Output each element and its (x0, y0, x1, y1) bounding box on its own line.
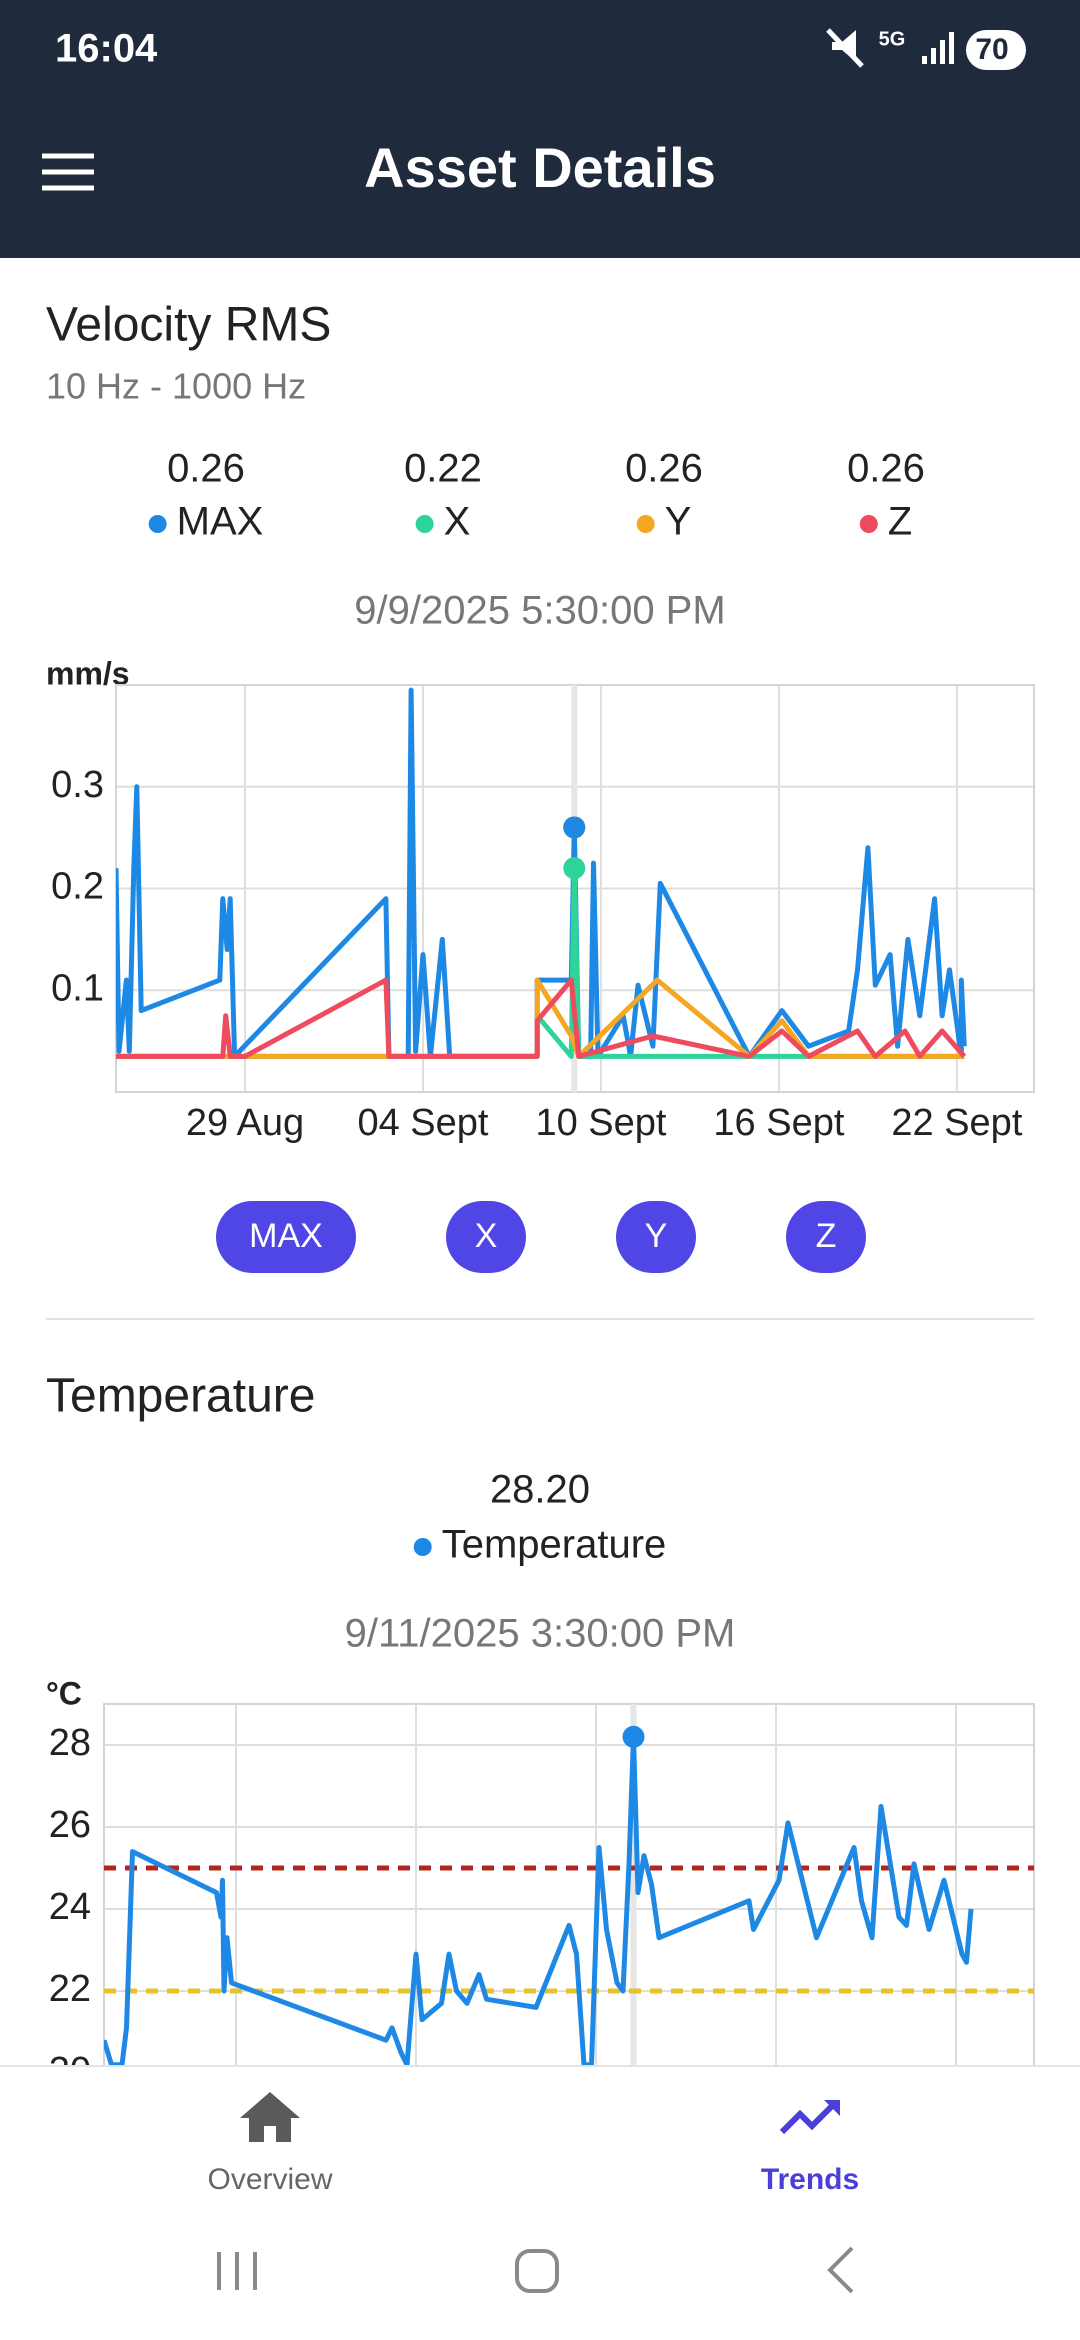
nav-label[interactable]: Trends (761, 2163, 859, 2196)
y-axis-unit: °C (46, 1675, 82, 1711)
y-tick-label: 28 (49, 1722, 91, 1764)
nav-label[interactable]: Overview (207, 2163, 332, 2196)
toggle-button[interactable] (616, 1201, 696, 1273)
toggle-label[interactable]: MAX (249, 1217, 323, 1255)
legend-name: MAX (177, 500, 264, 544)
trends-tab[interactable]: Trends (761, 2099, 859, 2196)
trends-icon-arrow (824, 2100, 840, 2116)
x-tick-label: 22 Sept (891, 1102, 1022, 1144)
legend-swatch (148, 515, 167, 533)
series-lines (116, 687, 967, 1059)
trends-icon (779, 2099, 839, 2135)
x-tick-label: 04 Sept (357, 1102, 488, 1144)
legend-value: 0.26 (625, 447, 703, 491)
series-line (116, 977, 967, 1059)
screen-title: Asset Details (364, 136, 716, 199)
y-tick-label: 0.3 (51, 764, 104, 806)
series-line (104, 1734, 974, 2068)
legend-name: X (444, 500, 471, 544)
cursor-point (563, 816, 586, 839)
legend-name: Y (665, 500, 692, 544)
series-toggles: MAX X Y Z (216, 1201, 866, 1273)
legend-name: Z (888, 500, 912, 544)
x-tick-label: 16 Sept (713, 1102, 844, 1144)
series-lines (104, 1734, 974, 2068)
cursor-label: 9/11/2025 3:30:00 PM (345, 1612, 736, 1656)
toggle-label[interactable]: Z (816, 1217, 837, 1255)
overview-tab[interactable]: Overview (207, 2092, 333, 2196)
section-title: Velocity RMS (46, 299, 331, 352)
app-bar (0, 0, 1080, 258)
y-axis-unit: mm/s (46, 655, 130, 691)
legend-value: 28.20 (490, 1468, 590, 1512)
legend-value: 0.26 (167, 447, 245, 491)
legend-swatch (859, 515, 878, 533)
menu-button[interactable] (42, 153, 94, 191)
status-time: 16:04 (55, 27, 158, 71)
x-tick-label: 10 Sept (535, 1102, 666, 1144)
mute-icon (826, 28, 864, 68)
cursor-point (622, 1725, 645, 1748)
y-tick-label: 24 (49, 1886, 91, 1928)
legend-swatch (413, 1538, 432, 1556)
battery-level: 70 (975, 33, 1008, 66)
back-button[interactable] (827, 2246, 854, 2294)
velocity-chart: 0.26 MAX 0.22 X 0.26 Y 0.26 Z 0.1 0.2 0.3 29 Aug 04 … (51, 447, 1035, 1144)
cursor-label: 9/9/2025 5:30:00 PM (354, 589, 725, 633)
legend-value: 0.26 (847, 447, 925, 491)
toggle-button[interactable] (786, 1201, 866, 1273)
network-label: 5G (879, 28, 906, 50)
y-tick-label: 0.1 (51, 967, 104, 1009)
x-tick-label: 29 Aug (186, 1102, 304, 1144)
legend-value: 0.22 (404, 447, 482, 491)
home-button[interactable] (515, 2249, 559, 2293)
cursor-point (563, 857, 586, 880)
y-tick-label: 22 (49, 1968, 91, 2010)
system-nav (217, 2246, 854, 2294)
legend-swatch (415, 515, 434, 533)
toggle-button[interactable] (446, 1201, 526, 1273)
y-tick-label: 0.2 (51, 866, 104, 908)
legend-swatch (636, 515, 655, 533)
battery (966, 30, 1026, 70)
legend-name: Temperature (442, 1523, 667, 1567)
bottom-nav (0, 2066, 1080, 2340)
toggle-label[interactable]: X (475, 1217, 498, 1255)
section-subtitle: 10 Hz - 1000 Hz (46, 366, 306, 407)
toggle-label[interactable]: Y (645, 1217, 668, 1255)
home-icon (240, 2092, 300, 2142)
toggle-button[interactable] (216, 1201, 356, 1273)
section-title: Temperature (46, 1370, 315, 1423)
signal-icon (922, 32, 954, 64)
y-tick-label: 26 (49, 1804, 91, 1846)
